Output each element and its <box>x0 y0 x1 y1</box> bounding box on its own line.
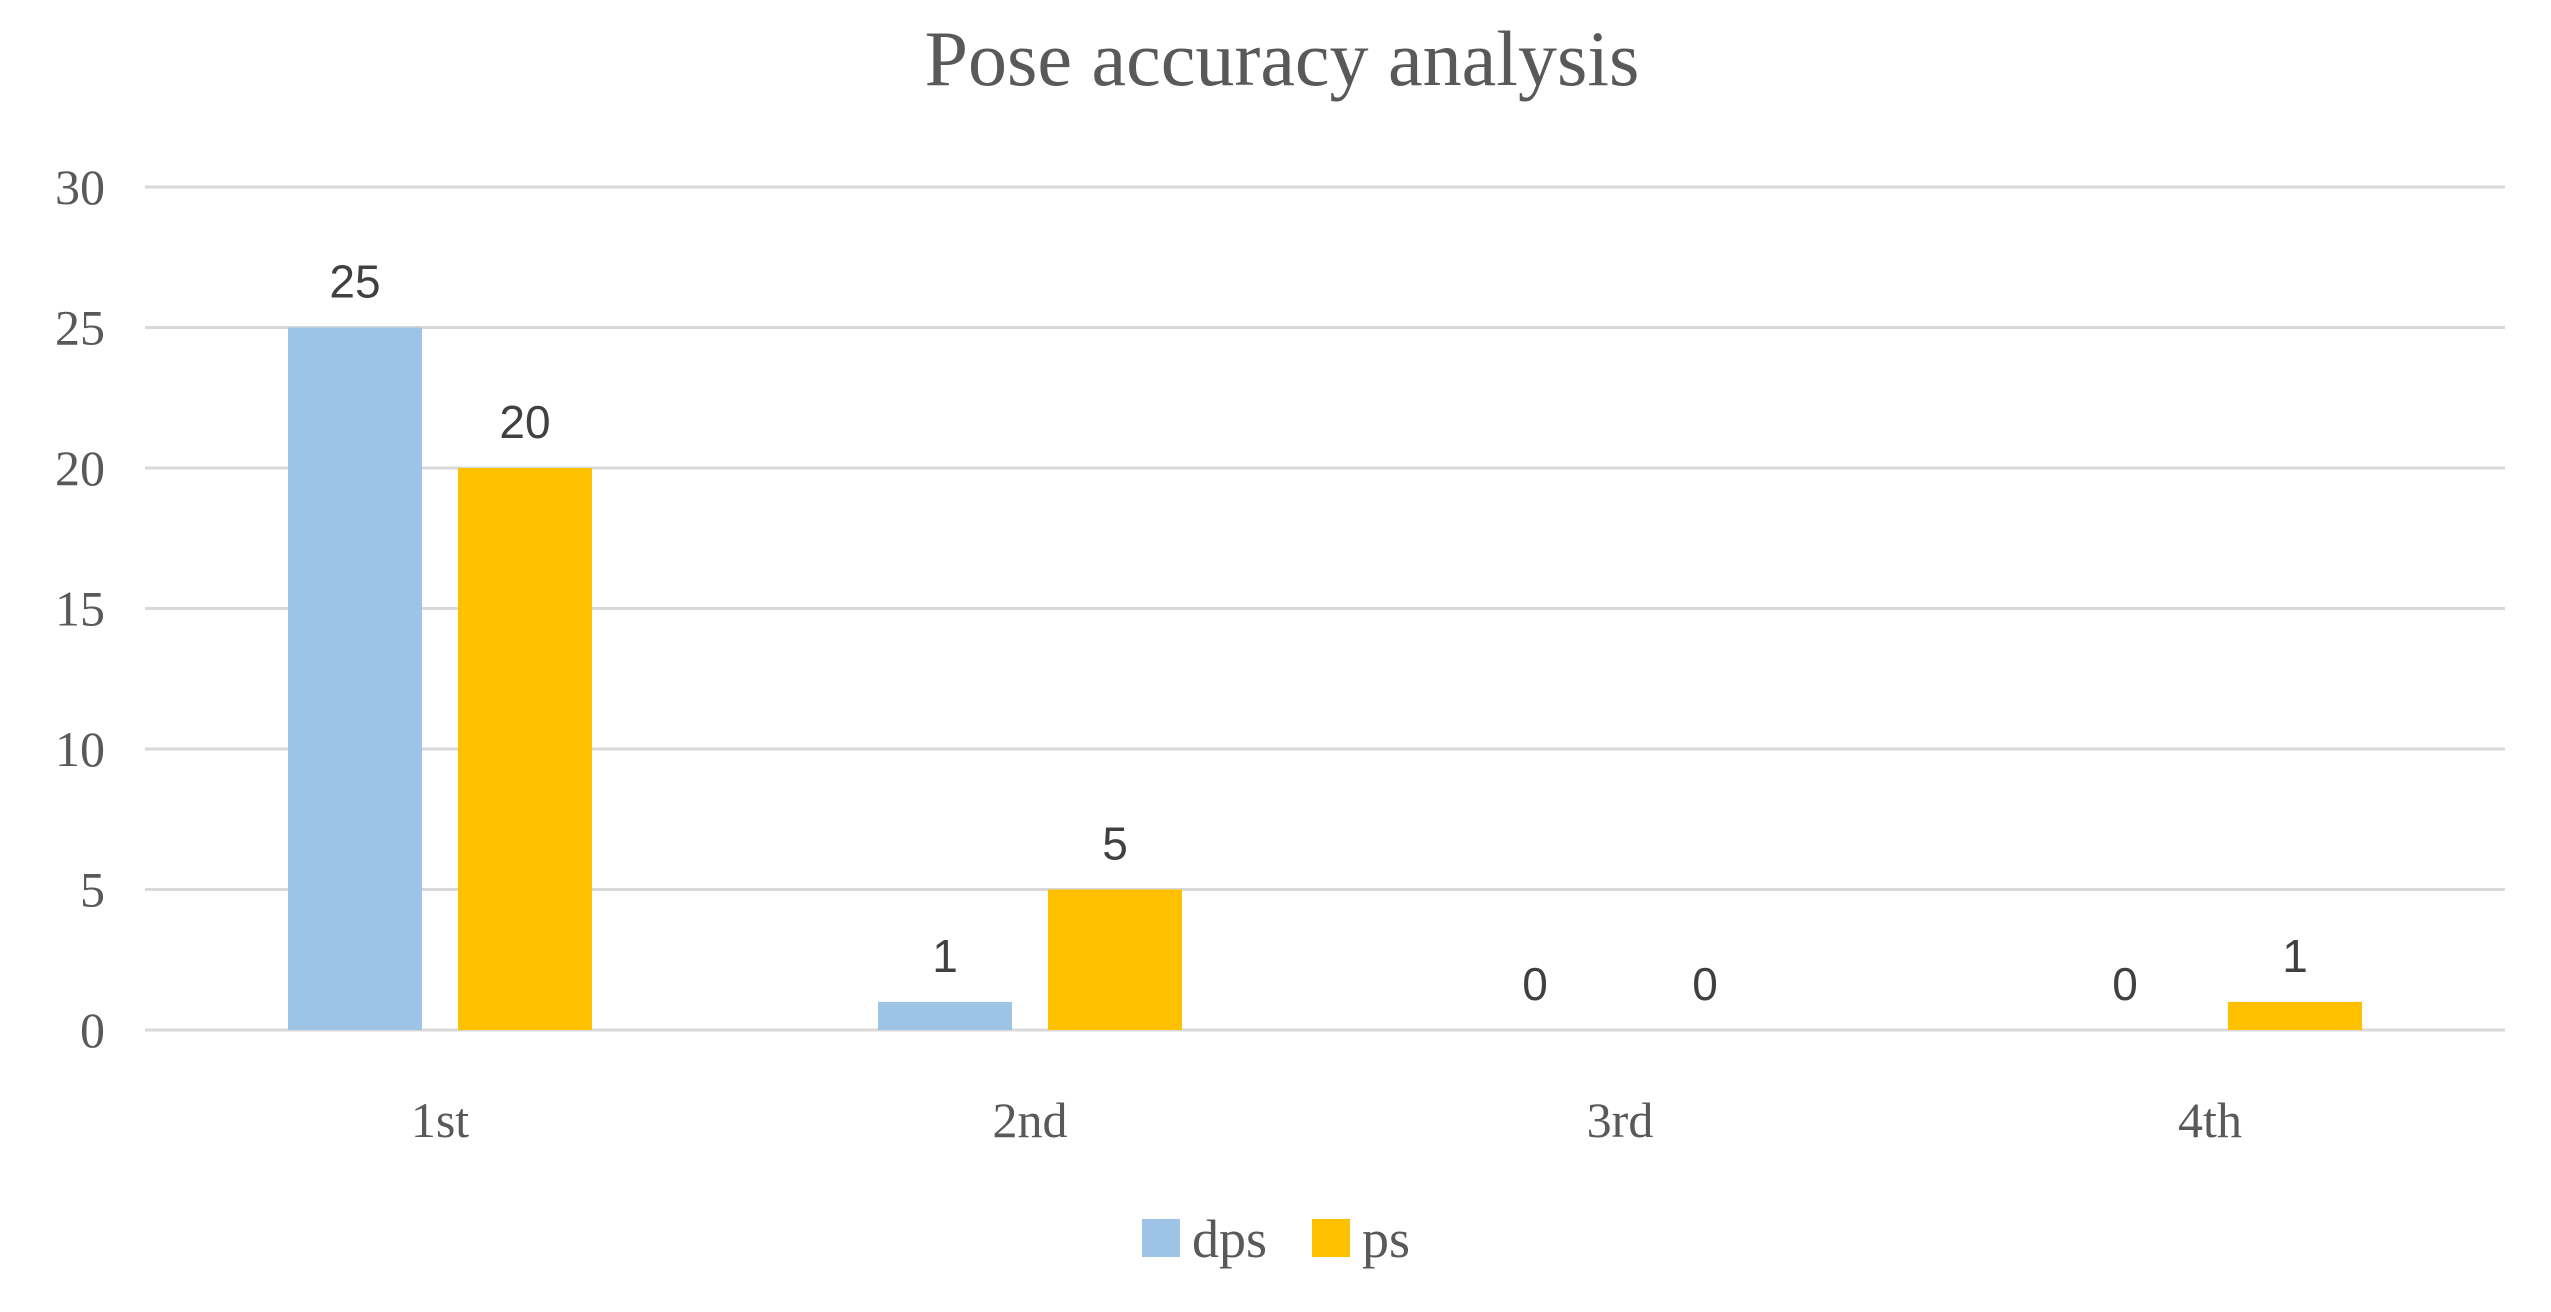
y-tick-label: 15 <box>55 581 105 637</box>
data-label-ps-1st: 20 <box>499 396 550 448</box>
x-category-label: 3rd <box>1587 1092 1654 1148</box>
data-label-ps-4th: 1 <box>2282 930 2308 982</box>
data-label-dps-1st: 25 <box>329 256 380 308</box>
legend-label-ps: ps <box>1362 1209 1410 1269</box>
x-category-label: 1st <box>411 1092 469 1148</box>
y-tick-label: 25 <box>55 300 105 356</box>
bars <box>288 327 2362 1030</box>
legend-swatch-ps <box>1312 1219 1350 1257</box>
y-tick-label: 30 <box>55 159 105 215</box>
bar-ps-1st <box>458 468 592 1030</box>
chart-title: Pose accuracy analysis <box>925 15 1640 102</box>
bar-dps-2nd <box>878 1001 1012 1030</box>
bar-ps-4th <box>2228 1001 2362 1030</box>
bar-dps-1st <box>288 327 422 1030</box>
y-tick-label: 20 <box>55 440 105 496</box>
x-category-label: 4th <box>2178 1092 2242 1148</box>
data-label-dps-3rd: 0 <box>1522 958 1548 1010</box>
bar-ps-2nd <box>1048 889 1182 1030</box>
x-axis-category-labels: 1st 2nd 3rd 4th <box>411 1092 2242 1148</box>
data-label-ps-2nd: 5 <box>1102 818 1128 870</box>
data-label-dps-4th: 0 <box>2112 958 2138 1010</box>
data-label-ps-3rd: 0 <box>1692 958 1718 1010</box>
y-tick-label: 0 <box>80 1002 105 1058</box>
legend: dps ps <box>1142 1209 1410 1269</box>
data-label-dps-2nd: 1 <box>932 930 958 982</box>
legend-label-dps: dps <box>1192 1209 1267 1269</box>
y-tick-label: 5 <box>80 862 105 918</box>
y-tick-label: 10 <box>55 721 105 777</box>
legend-swatch-dps <box>1142 1219 1180 1257</box>
y-axis-tick-labels: 0 5 10 15 20 25 30 <box>55 159 105 1058</box>
x-category-label: 2nd <box>993 1092 1068 1148</box>
